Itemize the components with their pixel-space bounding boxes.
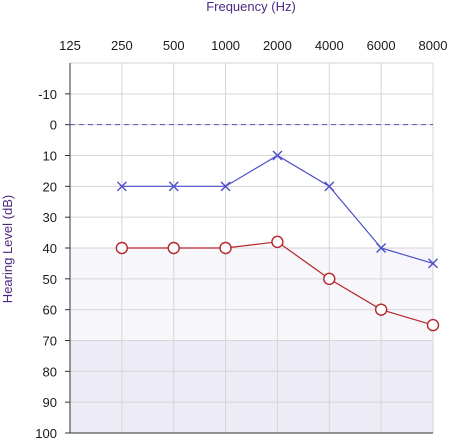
y-tick-label: 90 xyxy=(43,395,57,410)
y-axis-title: Hearing Level (dB) xyxy=(0,195,15,303)
x-tick-label: 250 xyxy=(111,38,133,53)
x-tick-label: 500 xyxy=(163,38,185,53)
circle-marker xyxy=(374,303,388,316)
circle-marker xyxy=(271,235,284,249)
shaded-bands xyxy=(70,248,433,433)
x-marker-stroke xyxy=(220,181,231,192)
y-tick-label: 60 xyxy=(43,303,57,318)
x-tick-label: 8000 xyxy=(419,38,448,53)
circle-marker xyxy=(426,318,440,332)
x-marker xyxy=(168,181,179,192)
x-marker-stroke xyxy=(272,150,283,161)
y-tick-label: 30 xyxy=(43,210,57,225)
x-tick-label: 6000 xyxy=(367,38,396,53)
x-axis-title: Frequency (Hz) xyxy=(206,0,296,14)
x-marker xyxy=(116,181,127,192)
y-tick-label: 20 xyxy=(43,179,57,194)
circle-marker xyxy=(167,241,180,255)
y-tick-label: -10 xyxy=(38,87,57,102)
x-marker-stroke xyxy=(168,181,179,192)
x-marker xyxy=(376,243,387,253)
x-marker-stroke xyxy=(324,181,335,192)
y-tick-label: 50 xyxy=(43,272,57,287)
y-tick-label: 100 xyxy=(35,426,57,441)
series-layer xyxy=(115,150,440,332)
circle-marker xyxy=(115,241,129,255)
x-tick-labels: 125 250 500 1000 2000 4000 6000 8000 xyxy=(59,38,447,53)
circle-marker xyxy=(219,241,232,255)
x-tick-label: 1000 xyxy=(211,38,240,53)
x-marker-stroke xyxy=(428,258,438,269)
series-0 xyxy=(116,150,438,269)
shaded-band-1 xyxy=(70,340,433,433)
y-tick-labels: -10 0 10 20 30 40 50 60 70 80 90 100 xyxy=(35,87,70,441)
x-tick-label: 2000 xyxy=(263,38,292,53)
x-tick-label: 4000 xyxy=(315,38,344,53)
x-marker xyxy=(272,150,283,161)
x-marker xyxy=(324,181,335,192)
x-marker xyxy=(220,181,231,192)
x-tick-label: 125 xyxy=(59,38,81,53)
series-1 xyxy=(115,235,440,332)
circle-marker xyxy=(323,272,336,286)
y-tick-label: 80 xyxy=(43,364,57,379)
x-marker-stroke xyxy=(116,181,127,192)
y-tick-label: 40 xyxy=(43,241,57,256)
x-marker-stroke xyxy=(376,243,387,253)
y-tick-label: 0 xyxy=(50,118,57,133)
y-tick-label: 70 xyxy=(43,334,57,349)
shaded-band-0 xyxy=(70,248,433,341)
y-tick-label: 10 xyxy=(43,149,57,164)
x-marker xyxy=(428,258,438,269)
